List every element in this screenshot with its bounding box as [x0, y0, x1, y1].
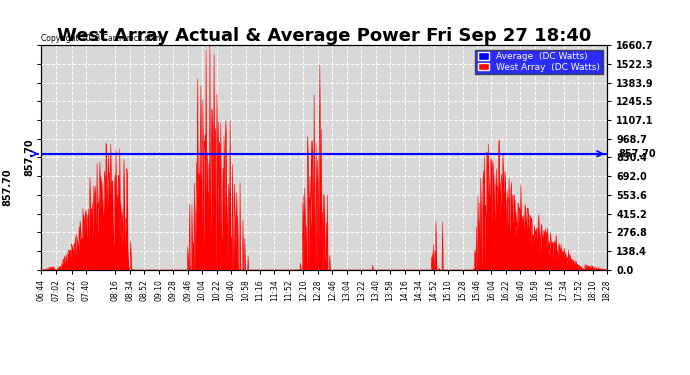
- Title: West Array Actual & Average Power Fri Sep 27 18:40: West Array Actual & Average Power Fri Se…: [57, 27, 591, 45]
- Legend: Average  (DC Watts), West Array  (DC Watts): Average (DC Watts), West Array (DC Watts…: [475, 50, 602, 74]
- Text: Copyright 2013 Cartronics.com: Copyright 2013 Cartronics.com: [41, 34, 161, 43]
- Text: 857.70: 857.70: [618, 149, 656, 159]
- Text: 857.70: 857.70: [2, 169, 12, 206]
- Y-axis label: 857.70: 857.70: [24, 139, 34, 176]
